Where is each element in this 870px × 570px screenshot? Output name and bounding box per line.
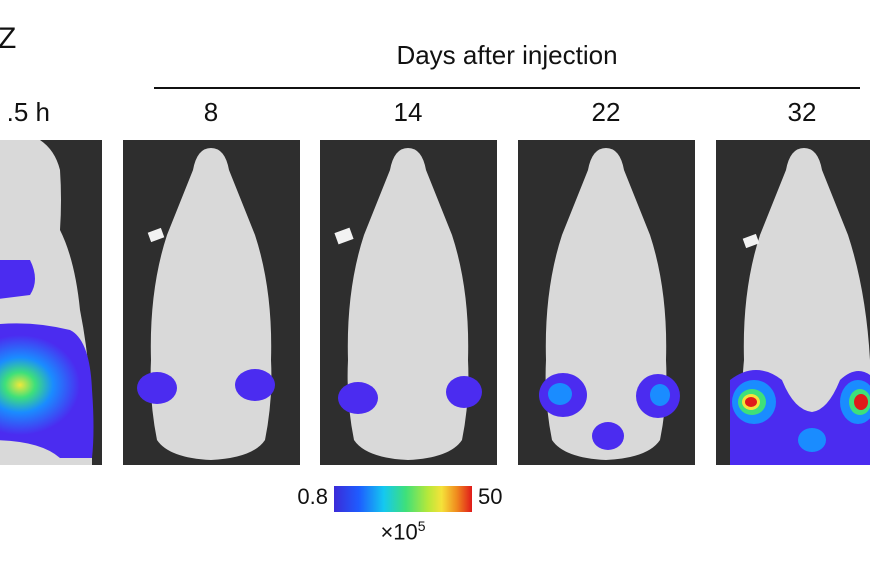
colorbar-max-label: 50	[478, 484, 503, 509]
header-title: Days after injection	[396, 40, 618, 70]
column-label-day-8: 8	[203, 97, 219, 127]
column-label-day-32: 32	[787, 97, 817, 127]
colorbar-unit: ×105	[334, 518, 472, 545]
column-label-baseline: .5 h	[6, 97, 50, 127]
mouse-image-day-14	[320, 140, 497, 465]
column-label-day-22: 22	[591, 97, 621, 127]
colorbar	[334, 486, 472, 512]
mouse-image-day-8	[123, 140, 300, 465]
mouse-image-baseline	[0, 140, 102, 465]
colorbar-min-label: 0.8	[297, 484, 328, 509]
colorbar-unit-prefix: ×10	[380, 519, 418, 545]
header-rule	[154, 87, 860, 89]
mouse-image-day-22	[518, 140, 695, 465]
column-label-day-14: 14	[393, 97, 423, 127]
mouse-image-day-32	[716, 140, 870, 465]
colorbar-unit-exponent: 5	[417, 518, 426, 534]
panel-letter: Z	[0, 22, 17, 55]
